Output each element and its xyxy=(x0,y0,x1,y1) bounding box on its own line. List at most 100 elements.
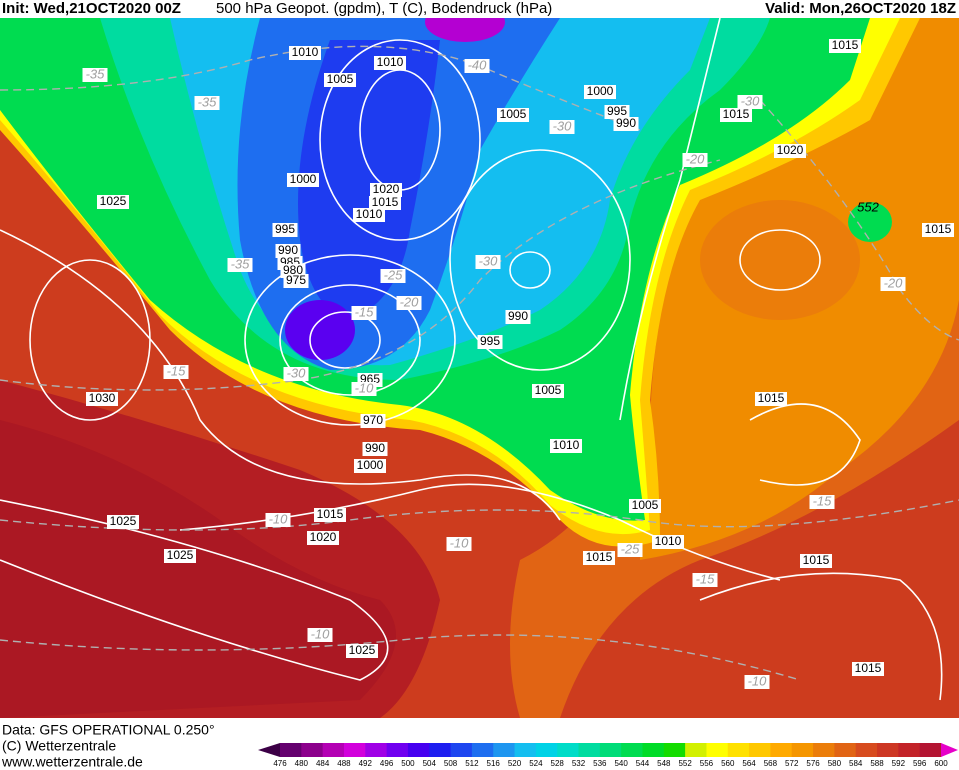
isobar xyxy=(309,311,381,369)
colorbar-swatch xyxy=(749,743,771,757)
isobar-label: 1015 xyxy=(758,391,785,405)
isotherm-label: -30 xyxy=(553,118,573,133)
isobar-label: 995 xyxy=(275,222,295,236)
colorbar-swatch xyxy=(898,743,921,757)
isobar-label: 1010 xyxy=(553,438,580,452)
isobar-label: 1025 xyxy=(167,548,194,562)
isobar-label-box xyxy=(346,644,378,658)
isotherm-label: -25 xyxy=(384,267,404,282)
isotherm-label: -35 xyxy=(86,66,106,81)
isobar-label: 1025 xyxy=(100,194,127,208)
isobar-label: 1015 xyxy=(855,661,882,675)
colorbar-swatch xyxy=(663,743,686,757)
isotherm-label-box xyxy=(82,68,108,82)
colorbar-swatch xyxy=(535,743,558,757)
isotherm-label: -30 xyxy=(479,253,499,268)
isotherm-label: -10 xyxy=(311,626,331,641)
isobar-label: 1010 xyxy=(377,55,404,69)
colorbar-label: 504 xyxy=(423,759,437,768)
isotherm-label-box xyxy=(351,382,377,396)
isobar-label-box xyxy=(497,108,529,122)
isobar-label-box xyxy=(370,183,402,197)
colorbar-swatch xyxy=(301,743,324,757)
isobar xyxy=(749,403,861,486)
isobar-label-box xyxy=(774,144,806,158)
colorbar-swatch xyxy=(471,743,494,757)
colorbar-swatch xyxy=(834,743,857,757)
isobar-label: 970 xyxy=(363,413,383,427)
isobar-label: 1010 xyxy=(292,45,319,59)
isotherm-label-box xyxy=(737,95,763,109)
isobar-label-box xyxy=(287,173,319,187)
isobar xyxy=(0,229,561,521)
isobar-label: 1015 xyxy=(586,550,613,564)
colorbar-label: 476 xyxy=(273,759,287,768)
isotherm-label: -10 xyxy=(450,535,470,550)
isobar-label-box xyxy=(629,499,661,513)
isotherm-label-box xyxy=(380,269,406,283)
isobar-label-box xyxy=(800,554,832,568)
field-deepblue xyxy=(298,40,440,320)
map: 1010101010051000995990100510151015102010… xyxy=(0,2,959,718)
isobar-label-box xyxy=(97,195,129,209)
isobar-label: 990 xyxy=(365,441,385,455)
colorbar-swatch xyxy=(727,743,750,757)
isobar-label: 1015 xyxy=(317,507,344,521)
colorbar-swatch xyxy=(386,743,409,757)
map-labels: 1010101010051000995990100510151015102010… xyxy=(82,38,954,689)
isotherm xyxy=(0,159,721,391)
isobar-label: 1000 xyxy=(587,84,614,98)
isobar xyxy=(619,17,721,421)
isobar-label-box xyxy=(324,73,356,87)
header-bar xyxy=(0,0,959,18)
colorbar-label: 500 xyxy=(401,759,415,768)
isobar-label: 1005 xyxy=(535,383,562,397)
colorbar-label: 540 xyxy=(614,759,628,768)
isobar xyxy=(244,254,456,426)
colorbar-label: 512 xyxy=(465,759,479,768)
isotherm-label: -30 xyxy=(287,365,307,380)
colorbar-label: 492 xyxy=(359,759,373,768)
map-title: 500 hPa Geopot. (gpdm), T (C), Bodendruc… xyxy=(216,0,552,17)
colorbar-swatch xyxy=(770,743,793,757)
colorbar-label: 596 xyxy=(913,759,927,768)
isobar-label: 1020 xyxy=(373,182,400,196)
colorbar-label: 580 xyxy=(828,759,842,768)
isobar-label: 1015 xyxy=(372,195,399,209)
colorbar-label: 548 xyxy=(657,759,671,768)
colorbar-swatch xyxy=(493,743,516,757)
isobar-label: 990 xyxy=(616,116,636,130)
isobar-label-box xyxy=(275,244,301,258)
isotherm-label-box xyxy=(880,277,906,291)
isobar-label: 975 xyxy=(286,273,306,287)
isotherm-label: -15 xyxy=(813,493,833,508)
colorbar-swatch xyxy=(685,743,707,757)
isobar-label: 995 xyxy=(607,104,627,118)
colorbar-label: 584 xyxy=(849,759,863,768)
isotherm-label-box xyxy=(475,255,501,269)
isobar-label-box xyxy=(583,551,615,565)
colorbar-swatch xyxy=(791,743,814,757)
isobar-label-box xyxy=(289,46,321,60)
isotherm-label-box xyxy=(265,513,291,527)
colorbar-swatch xyxy=(407,743,430,757)
isobar-label: 1010 xyxy=(655,534,682,548)
isotherm-lines xyxy=(0,45,959,681)
isobar-label: 1010 xyxy=(356,207,383,221)
isotherm xyxy=(0,45,641,131)
isobar-label-box xyxy=(164,549,196,563)
colorbar-swatch xyxy=(813,743,835,757)
colorbar-label: 496 xyxy=(380,759,394,768)
isobar-label-box xyxy=(353,208,385,222)
isotherm-label: -20 xyxy=(400,294,420,309)
isotherm-label: -40 xyxy=(468,57,488,72)
colorbar-label: 556 xyxy=(700,759,714,768)
colorbar-swatch xyxy=(343,743,366,757)
isobar-label: 1015 xyxy=(925,222,952,236)
isotherm-label: -15 xyxy=(696,571,716,586)
colorbar-label: 572 xyxy=(785,759,799,768)
isobar-label-box xyxy=(852,662,884,676)
isobar xyxy=(319,39,481,241)
colorbar-label: 576 xyxy=(806,759,820,768)
isobar-label-box xyxy=(86,392,118,406)
